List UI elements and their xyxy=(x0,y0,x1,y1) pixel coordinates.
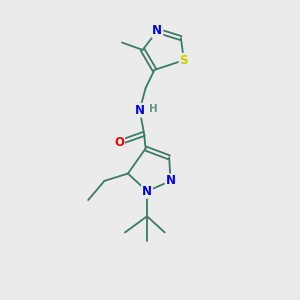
Text: O: O xyxy=(114,136,124,149)
Text: S: S xyxy=(180,54,188,67)
Text: N: N xyxy=(142,185,152,198)
Text: H: H xyxy=(148,104,157,114)
Text: N: N xyxy=(135,104,145,117)
Text: N: N xyxy=(152,24,162,37)
Text: N: N xyxy=(166,174,176,188)
